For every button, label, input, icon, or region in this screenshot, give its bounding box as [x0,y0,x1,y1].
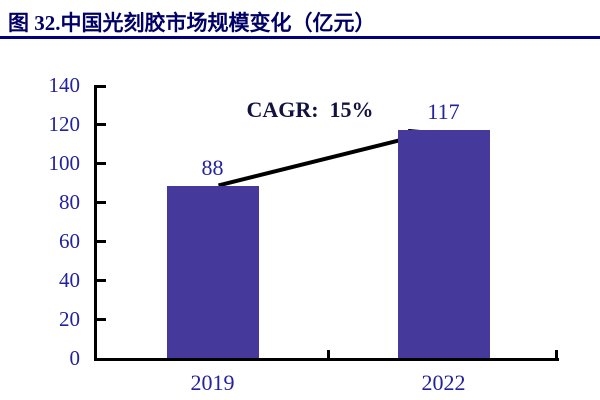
y-axis-tick-label: 100 [48,151,81,175]
y-axis-tick [97,122,106,126]
y-axis-tick-label: 0 [69,346,81,370]
bar-value-label-2022: 117 [427,98,460,124]
y-axis-tick-label: 20 [59,307,80,331]
cagr-annotation: CAGR: 15% [246,97,374,122]
figure-title: 图 32.中国光刻胶市场规模变化（亿元） [8,11,376,35]
y-axis-tick [97,85,106,88]
y-axis-tick [97,317,106,321]
y-axis-tick [97,239,106,243]
title-rule [0,36,600,39]
x-axis-category-label-2019: 2019 [190,370,235,395]
y-axis-tick [97,161,106,165]
y-axis-tick-label: 140 [48,73,81,97]
y-axis-labels: 0 20 40 60 80 100 120 140 [18,73,81,370]
x-axis-category-label-2022: 2022 [421,370,466,395]
y-axis-tick [97,200,106,204]
y-axis-tick-label: 40 [59,268,80,292]
bar-value-label-2019: 88 [201,155,224,181]
bar-2022 [397,129,490,358]
y-axis-tick-label: 120 [48,112,81,136]
bar-chart-plot-area: CAGR: 15% 88 2019 117 2022 [94,85,559,395]
y-axis-tick-label: 80 [59,190,80,214]
y-axis-tick-label: 60 [59,229,80,253]
y-axis-tick [97,278,106,282]
x-axis-tick [555,350,558,358]
x-axis-tick [326,350,330,358]
bar-2019 [166,186,259,358]
